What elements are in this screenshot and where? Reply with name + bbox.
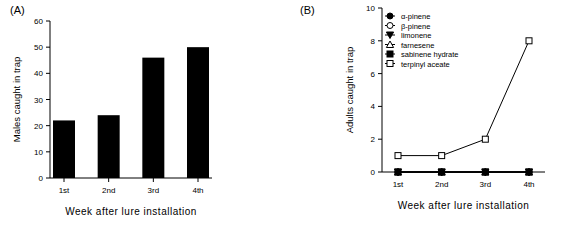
series-marker — [395, 169, 401, 175]
y-tick — [46, 99, 50, 100]
x-tick-label: 2nd — [102, 186, 115, 195]
y-tick — [46, 73, 50, 74]
series-marker — [482, 169, 489, 176]
series-marker — [526, 169, 532, 175]
y-tick — [378, 106, 382, 107]
legend-label: sabinene hydrate — [401, 50, 459, 59]
bar — [53, 120, 75, 178]
series-marker — [395, 169, 401, 175]
y-tick — [46, 125, 50, 126]
y-tick-label: 0 — [39, 174, 44, 183]
y-tick-label: 10 — [366, 4, 375, 13]
figure: (A)01020304050601st2nd3rd4thWeek after l… — [0, 0, 582, 231]
legend-marker — [387, 51, 393, 57]
x-tick-label: 2nd — [435, 180, 448, 189]
series-marker — [525, 169, 532, 176]
x-tick-label: 4th — [523, 180, 534, 189]
legend-label: limonene — [401, 31, 431, 40]
series-marker — [395, 169, 401, 175]
x-axis-label: Week after lure installation — [65, 206, 197, 217]
y-tick-label: 0 — [371, 168, 376, 177]
y-tick-label: 10 — [34, 148, 43, 157]
series-marker — [439, 169, 445, 175]
y-tick — [378, 172, 382, 173]
legend-marker — [387, 61, 393, 67]
series-line — [398, 172, 529, 173]
y-axis — [382, 8, 383, 172]
series-marker — [482, 169, 489, 176]
x-tick — [64, 178, 65, 182]
x-tick — [198, 178, 199, 182]
y-tick — [46, 151, 50, 152]
y-tick — [378, 40, 382, 41]
series-marker — [439, 169, 445, 175]
series-marker — [395, 153, 401, 159]
panel-label: (B) — [300, 4, 315, 16]
series-marker — [526, 169, 532, 175]
series-marker — [439, 169, 445, 175]
bar — [142, 58, 164, 178]
series-marker — [526, 169, 532, 175]
chart-panel: (A) 0 10 20 30 40 50 60 1st 2nd 3rd 4th Week after l… — [10, 4, 212, 217]
y-tick — [46, 178, 50, 179]
x-tick-label: 1st — [393, 180, 404, 189]
legend-label: β-pinene — [401, 22, 430, 31]
y-tick — [46, 21, 50, 22]
x-tick-label: 3rd — [148, 186, 160, 195]
y-tick-label: 20 — [34, 122, 43, 131]
y-tick-label: 50 — [34, 43, 43, 52]
series-marker — [526, 38, 532, 44]
series-line — [398, 172, 529, 173]
series-marker — [439, 153, 445, 159]
plot-area — [53, 47, 209, 178]
series-marker — [394, 169, 401, 176]
series-line — [398, 172, 529, 173]
y-tick-label: 2 — [371, 135, 376, 144]
series-line — [398, 41, 529, 156]
series-marker — [438, 169, 445, 176]
legend-label: terpinyl aceate — [401, 60, 450, 69]
bar — [187, 47, 209, 178]
x-axis-label: Week after lure installation — [398, 200, 530, 211]
series-line — [398, 172, 529, 173]
x-tick-label: 4th — [192, 186, 203, 195]
legend-label: α-pinene — [401, 12, 430, 21]
y-tick-label: 4 — [371, 102, 376, 111]
legend: α-pineneβ-pinenelimonenefarnesenesabinen… — [385, 12, 459, 69]
legend-marker — [386, 41, 393, 48]
y-tick — [378, 8, 382, 9]
x-axis — [382, 172, 545, 173]
y-tick-label: 30 — [34, 96, 43, 105]
legend-marker — [387, 13, 393, 19]
y-tick-label: 6 — [371, 70, 376, 79]
y-tick — [46, 47, 50, 48]
legend-marker — [386, 32, 393, 39]
series-marker — [438, 169, 445, 176]
y-tick-label: 40 — [34, 69, 43, 78]
bar — [98, 115, 120, 178]
panel-label: (A) — [10, 4, 25, 16]
x-tick-label: 3rd — [480, 180, 492, 189]
x-tick — [108, 178, 109, 182]
x-tick-label: 1st — [59, 186, 70, 195]
plot-area — [394, 38, 532, 176]
series-marker — [525, 169, 532, 176]
chart-panel: (B) 0 2 4 6 8 10 1st 2nd 3rd 4th Week after lure in… — [300, 4, 545, 211]
legend-marker — [387, 23, 393, 29]
y-axis-label: Adults caught in trap — [344, 47, 355, 134]
y-tick — [378, 73, 382, 74]
legend-label: farnesene — [401, 41, 434, 50]
y-axis-label: Males caught in trap — [11, 57, 22, 143]
y-tick — [378, 139, 382, 140]
x-tick — [153, 178, 154, 182]
series-marker — [482, 169, 488, 175]
series-marker — [394, 169, 401, 176]
y-tick-label: 8 — [371, 37, 376, 46]
series-marker — [482, 136, 488, 142]
series-marker — [482, 169, 488, 175]
y-tick-label: 60 — [34, 17, 43, 26]
series-line — [398, 172, 529, 173]
series-marker — [482, 169, 488, 175]
